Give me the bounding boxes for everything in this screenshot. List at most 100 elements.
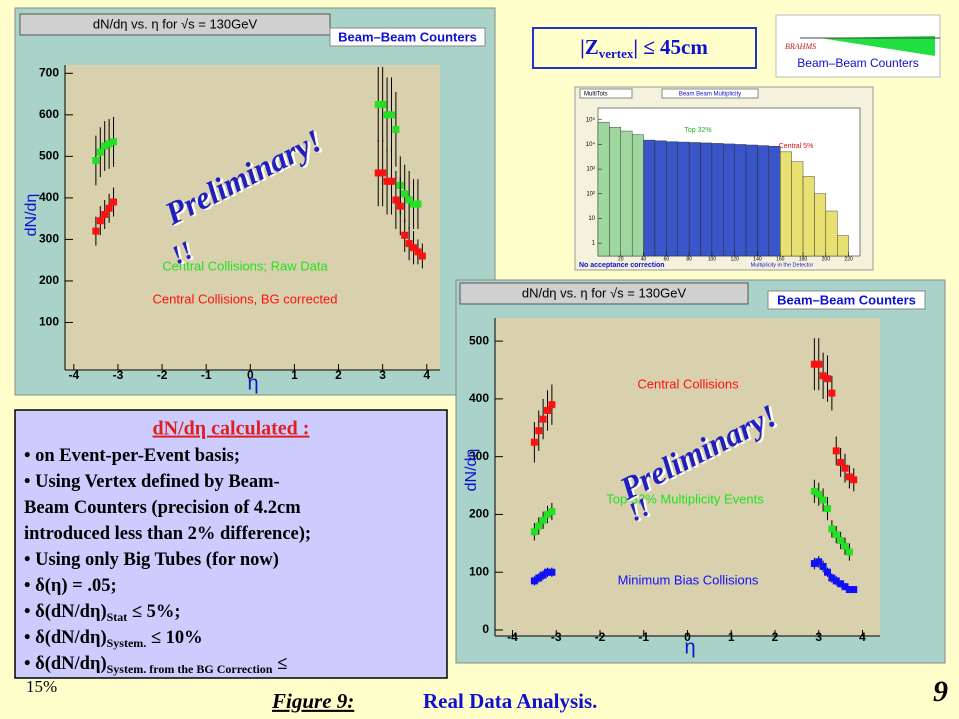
hist-y-tick-label: 10²: [586, 191, 595, 197]
x-tick-label: 0: [684, 630, 691, 644]
data-point: [845, 548, 853, 556]
hist-y-tick-label: 10: [588, 216, 595, 222]
info-seg: Beam Counters (precision of 4.2cm: [24, 498, 301, 518]
info-seg: • on Event-per-Event basis;: [24, 446, 240, 466]
hist-x-tick-label: 180: [799, 256, 808, 262]
hist-bar: [768, 145, 781, 257]
data-point: [374, 169, 382, 177]
hist-bar: [723, 143, 735, 257]
hist-bar: [711, 143, 724, 257]
hist-x-tick-label: 100: [708, 256, 717, 262]
hist-x-tick-label: 20: [618, 256, 624, 262]
box-label: Beam–Beam Counters: [777, 292, 916, 307]
info-seg: • Using Vertex defined by Beam-: [24, 472, 280, 492]
y-tick-label: 700: [39, 65, 59, 79]
data-point: [379, 169, 387, 177]
hist-bar: [700, 142, 713, 257]
hist-bar: [780, 151, 792, 257]
data-point: [392, 196, 400, 204]
series-label: Top 32% Multiplicity Events: [606, 491, 764, 506]
hist-stats-box: [579, 88, 633, 99]
x-tick-label: 4: [423, 368, 430, 382]
data-point: [845, 586, 853, 594]
data-point: [837, 458, 845, 466]
hist-bar: [688, 142, 701, 257]
hist-title: Beam Beam Multiplicity: [679, 92, 741, 98]
y-tick-label: 100: [39, 315, 59, 329]
x-tick-label: 3: [379, 368, 386, 382]
hist-bar: [734, 144, 747, 257]
vertex-rest: | ≤ 45cm: [633, 35, 708, 59]
y-tick-label: 0: [482, 622, 489, 636]
data-point: [392, 125, 400, 133]
info-title: dN/dη calculated :: [153, 418, 310, 440]
data-point: [410, 244, 418, 252]
x-tick-label: 0: [247, 368, 254, 382]
data-point: [810, 487, 818, 495]
logo-wedge: [820, 36, 935, 56]
hist-x-tick-label: 220: [844, 256, 853, 262]
hist-note-top: Top 32%: [684, 127, 711, 134]
data-point: [828, 389, 836, 397]
data-point: [401, 190, 409, 198]
data-point: [819, 496, 827, 504]
y-tick-label: 200: [39, 273, 59, 287]
box-label-bg: [767, 290, 926, 310]
data-point: [841, 583, 849, 591]
hist-bar: [814, 193, 827, 257]
data-point: [374, 100, 382, 108]
hist-x-tick-label: 60: [664, 256, 670, 262]
series-label: Central Collisions; Raw Data: [162, 258, 328, 273]
series-label: Central Collisions: [637, 376, 739, 391]
data-point: [405, 196, 413, 204]
y-axis-label: dN/dη: [23, 194, 40, 237]
plot-area: [65, 65, 440, 370]
hist-bar: [666, 141, 678, 257]
footer-caption: Real Data Analysis.: [423, 689, 597, 713]
data-point: [832, 447, 840, 455]
info-line: • δ(dN/dη)System. ≤ 10%: [24, 628, 203, 650]
data-point: [414, 248, 422, 256]
info-line: • on Event-per-Event basis;: [24, 446, 240, 466]
data-point: [850, 476, 858, 484]
y-tick-label: 500: [39, 149, 59, 163]
chart-title: dN/dη vs. η for √s = 130GeV: [522, 285, 687, 300]
x-tick-label: -4: [507, 630, 518, 644]
footer-page: 9: [933, 675, 948, 708]
info-line: • Using only Big Tubes (for now): [24, 550, 279, 570]
data-point: [101, 142, 109, 150]
x-tick-label: 2: [335, 368, 342, 382]
info-line: • δ(dN/dη)Stat ≤ 5%;: [24, 602, 181, 624]
data-point: [535, 427, 543, 435]
data-point: [92, 157, 100, 165]
y-tick-label: 300: [39, 232, 59, 246]
hist-y-tick-label: 1: [592, 241, 596, 247]
data-point: [110, 198, 118, 206]
x-axis-label: η: [684, 636, 695, 658]
x-tick-label: 2: [772, 630, 779, 644]
series-label: Central Collisions, BG corrected: [153, 291, 338, 306]
y-tick-label: 200: [469, 507, 489, 521]
y-tick-label: 400: [39, 190, 59, 204]
data-point: [401, 231, 409, 239]
hist-x-label: Multiplicity in the Detector: [751, 262, 814, 268]
logo-brand: BRAHMS: [785, 42, 816, 51]
chart-title: dN/dη vs. η for √s = 130GeV: [93, 16, 258, 31]
data-point: [539, 516, 547, 524]
data-point: [387, 177, 395, 185]
data-point: [418, 252, 426, 260]
x-tick-label: 1: [728, 630, 735, 644]
info-seg: introduced less than 2% difference);: [24, 524, 311, 544]
data-point: [410, 200, 418, 208]
y-tick-label: 500: [469, 333, 489, 347]
hist-title-box: [661, 88, 759, 99]
data-point: [535, 522, 543, 530]
box-label-bg: [329, 27, 486, 47]
hist-bar: [802, 176, 815, 257]
hist-bar: [654, 140, 667, 257]
data-point: [837, 536, 845, 544]
data-point: [396, 202, 404, 210]
x-axis-label: η: [247, 372, 258, 394]
hist-x-tick-label: 120: [731, 256, 740, 262]
hist-bar: [620, 130, 633, 257]
